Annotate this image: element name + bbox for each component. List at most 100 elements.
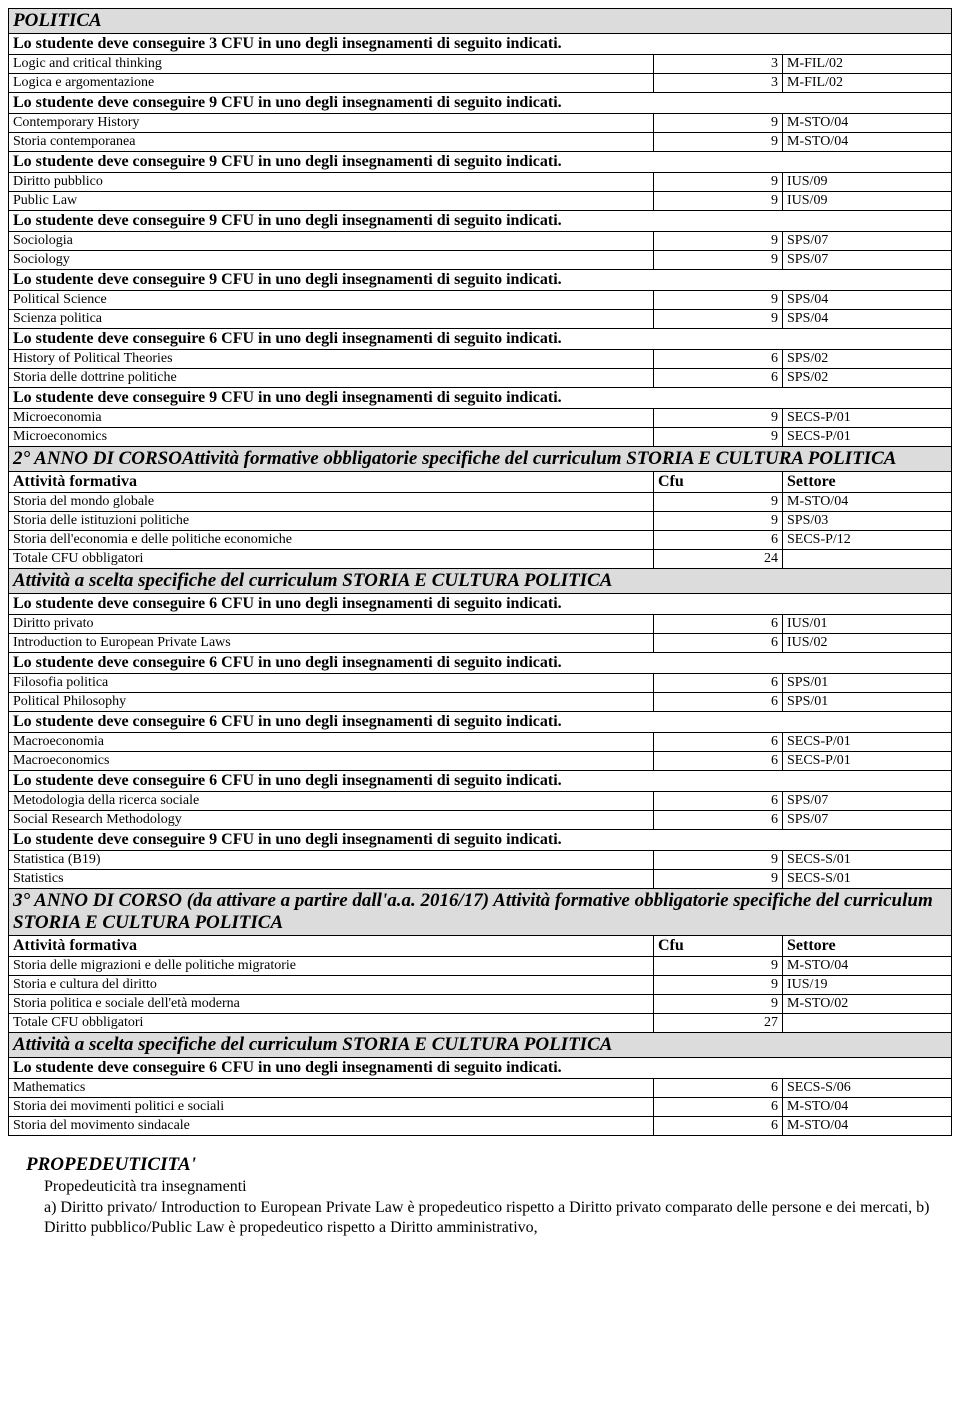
course-name-cell: Social Research Methodology — [9, 811, 654, 830]
table-row: Introduction to European Private Laws6IU… — [9, 634, 952, 653]
table-row: Macroeconomics6SECS-P/01 — [9, 752, 952, 771]
course-cfu-cell: 6 — [654, 811, 783, 830]
course-sector-cell: SPS/01 — [783, 693, 952, 712]
course-name-cell: Macroeconomics — [9, 752, 654, 771]
table-row: Lo studente deve conseguire 9 CFU in uno… — [9, 830, 952, 851]
course-sector-cell: SPS/02 — [783, 369, 952, 388]
course-name-cell: Sociologia — [9, 232, 654, 251]
table-row: Sociology9SPS/07 — [9, 251, 952, 270]
course-sector-cell: M-FIL/02 — [783, 55, 952, 74]
table-row: Public Law9IUS/09 — [9, 192, 952, 211]
course-sector-cell: IUS/01 — [783, 615, 952, 634]
col-header-cfu: Cfu — [654, 472, 783, 493]
footer-body: a) Diritto privato/ Introduction to Euro… — [44, 1198, 934, 1238]
table-row: Macroeconomia6SECS-P/01 — [9, 733, 952, 752]
course-cfu-cell: 6 — [654, 350, 783, 369]
table-row: Lo studente deve conseguire 9 CFU in uno… — [9, 388, 952, 409]
table-row: Sociologia9SPS/07 — [9, 232, 952, 251]
table-row: Contemporary History9M-STO/04 — [9, 114, 952, 133]
course-name-cell: Mathematics — [9, 1079, 654, 1098]
table-row: Storia delle migrazioni e delle politich… — [9, 957, 952, 976]
course-cfu-cell: 6 — [654, 634, 783, 653]
section-cell: 3° ANNO DI CORSO (da attivare a partire … — [9, 889, 952, 936]
course-cfu-cell: 3 — [654, 55, 783, 74]
table-row: Statistica (B19)9SECS-S/01 — [9, 851, 952, 870]
table-row: POLITICA — [9, 9, 952, 34]
course-cfu-cell: 6 — [654, 792, 783, 811]
section-cell: 2° ANNO DI CORSOAttività formative obbli… — [9, 447, 952, 472]
course-name-cell: Political Philosophy — [9, 693, 654, 712]
table-row: Lo studente deve conseguire 9 CFU in uno… — [9, 93, 952, 114]
course-name-cell: Macroeconomia — [9, 733, 654, 752]
course-cfu-cell: 9 — [654, 976, 783, 995]
rule-cell: Lo studente deve conseguire 6 CFU in uno… — [9, 771, 952, 792]
course-name-cell: Contemporary History — [9, 114, 654, 133]
footer-block: PROPEDEUTICITA' Propedeuticità tra inseg… — [8, 1154, 952, 1238]
course-sector-cell: SPS/01 — [783, 674, 952, 693]
col-header-name: Attività formativa — [9, 472, 654, 493]
table-row: Political Science9SPS/04 — [9, 291, 952, 310]
course-name-cell: Storia e cultura del diritto — [9, 976, 654, 995]
course-sector-cell: SECS-S/01 — [783, 851, 952, 870]
footer-subtitle: Propedeuticità tra insegnamenti — [44, 1178, 934, 1196]
course-cfu-cell: 9 — [654, 428, 783, 447]
table-row: Lo studente deve conseguire 6 CFU in uno… — [9, 771, 952, 792]
course-name-cell: Introduction to European Private Laws — [9, 634, 654, 653]
rule-cell: Lo studente deve conseguire 6 CFU in uno… — [9, 329, 952, 350]
course-cfu-cell: 9 — [654, 310, 783, 329]
course-sector-cell: M-STO/04 — [783, 114, 952, 133]
course-name-cell: Diritto privato — [9, 615, 654, 634]
table-row: Logic and critical thinking3M-FIL/02 — [9, 55, 952, 74]
section-cell: Attività a scelta specifiche del curricu… — [9, 1033, 952, 1058]
total-label-cell: Totale CFU obbligatori — [9, 550, 654, 569]
table-row: Metodologia della ricerca sociale6SPS/07 — [9, 792, 952, 811]
course-name-cell: Microeconomia — [9, 409, 654, 428]
course-cfu-cell: 9 — [654, 995, 783, 1014]
col-header-cfu: Cfu — [654, 936, 783, 957]
course-name-cell: Storia del mondo globale — [9, 493, 654, 512]
total-empty-cell — [783, 550, 952, 569]
table-row: Storia delle dottrine politiche6SPS/02 — [9, 369, 952, 388]
course-name-cell: Statistica (B19) — [9, 851, 654, 870]
table-row: Lo studente deve conseguire 6 CFU in uno… — [9, 594, 952, 615]
course-sector-cell: SECS-S/01 — [783, 870, 952, 889]
table-row: Totale CFU obbligatori27 — [9, 1014, 952, 1033]
table-row: Filosofia politica6SPS/01 — [9, 674, 952, 693]
table-row: Lo studente deve conseguire 3 CFU in uno… — [9, 34, 952, 55]
course-cfu-cell: 9 — [654, 851, 783, 870]
course-sector-cell: SPS/02 — [783, 350, 952, 369]
table-row: Attività formativaCfuSettore — [9, 472, 952, 493]
table-row: Microeconomics9SECS-P/01 — [9, 428, 952, 447]
course-name-cell: Public Law — [9, 192, 654, 211]
table-row: Storia e cultura del diritto9IUS/19 — [9, 976, 952, 995]
course-sector-cell: SPS/07 — [783, 232, 952, 251]
course-sector-cell: M-STO/04 — [783, 133, 952, 152]
course-cfu-cell: 9 — [654, 114, 783, 133]
course-sector-cell: SPS/04 — [783, 310, 952, 329]
course-sector-cell: SECS-P/01 — [783, 409, 952, 428]
course-sector-cell: M-STO/04 — [783, 1117, 952, 1136]
table-row: Political Philosophy6SPS/01 — [9, 693, 952, 712]
table-row: Lo studente deve conseguire 6 CFU in uno… — [9, 329, 952, 350]
course-sector-cell: SPS/03 — [783, 512, 952, 531]
course-cfu-cell: 6 — [654, 752, 783, 771]
course-name-cell: Storia contemporanea — [9, 133, 654, 152]
table-row: Lo studente deve conseguire 9 CFU in uno… — [9, 270, 952, 291]
course-name-cell: Storia delle migrazioni e delle politich… — [9, 957, 654, 976]
course-sector-cell: SPS/07 — [783, 251, 952, 270]
rule-cell: Lo studente deve conseguire 9 CFU in uno… — [9, 388, 952, 409]
table-row: 2° ANNO DI CORSOAttività formative obbli… — [9, 447, 952, 472]
course-name-cell: Microeconomics — [9, 428, 654, 447]
rule-cell: Lo studente deve conseguire 9 CFU in uno… — [9, 270, 952, 291]
total-label-cell: Totale CFU obbligatori — [9, 1014, 654, 1033]
course-cfu-cell: 9 — [654, 251, 783, 270]
table-row: Lo studente deve conseguire 9 CFU in uno… — [9, 211, 952, 232]
course-name-cell: Metodologia della ricerca sociale — [9, 792, 654, 811]
course-name-cell: Logic and critical thinking — [9, 55, 654, 74]
col-header-sector: Settore — [783, 472, 952, 493]
course-cfu-cell: 6 — [654, 1117, 783, 1136]
course-cfu-cell: 6 — [654, 693, 783, 712]
col-header-sector: Settore — [783, 936, 952, 957]
course-name-cell: History of Political Theories — [9, 350, 654, 369]
rule-cell: Lo studente deve conseguire 9 CFU in uno… — [9, 152, 952, 173]
